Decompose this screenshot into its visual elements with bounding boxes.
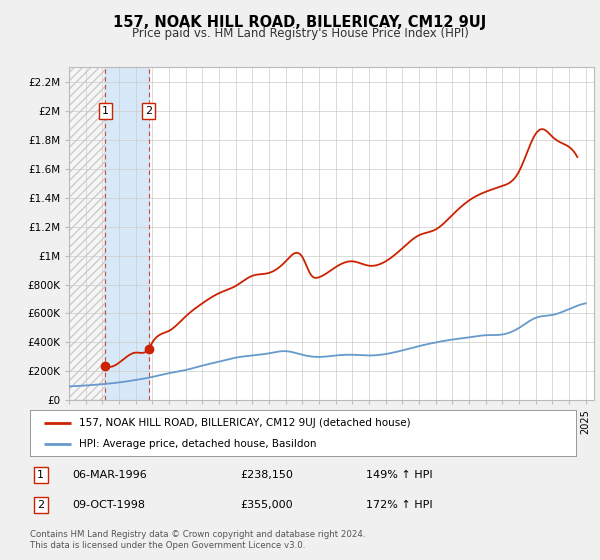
Text: 1: 1 <box>37 470 44 480</box>
Text: This data is licensed under the Open Government Licence v3.0.: This data is licensed under the Open Gov… <box>30 541 305 550</box>
Text: 2: 2 <box>37 500 44 510</box>
Text: £238,150: £238,150 <box>240 470 293 480</box>
Text: HPI: Average price, detached house, Basildon: HPI: Average price, detached house, Basi… <box>79 440 317 450</box>
Text: 1: 1 <box>102 106 109 116</box>
Text: Contains HM Land Registry data © Crown copyright and database right 2024.: Contains HM Land Registry data © Crown c… <box>30 530 365 539</box>
Text: 06-MAR-1996: 06-MAR-1996 <box>72 470 147 480</box>
Text: 09-OCT-1998: 09-OCT-1998 <box>72 500 145 510</box>
Text: Price paid vs. HM Land Registry's House Price Index (HPI): Price paid vs. HM Land Registry's House … <box>131 27 469 40</box>
Bar <box>69 67 106 400</box>
Text: 157, NOAK HILL ROAD, BILLERICAY, CM12 9UJ (detached house): 157, NOAK HILL ROAD, BILLERICAY, CM12 9U… <box>79 418 411 428</box>
Text: 149% ↑ HPI: 149% ↑ HPI <box>366 470 433 480</box>
Text: £355,000: £355,000 <box>240 500 293 510</box>
Text: 2: 2 <box>145 106 152 116</box>
Bar <box>69 67 106 400</box>
Bar <box>106 67 149 400</box>
Text: 172% ↑ HPI: 172% ↑ HPI <box>366 500 433 510</box>
Text: 157, NOAK HILL ROAD, BILLERICAY, CM12 9UJ: 157, NOAK HILL ROAD, BILLERICAY, CM12 9U… <box>113 15 487 30</box>
